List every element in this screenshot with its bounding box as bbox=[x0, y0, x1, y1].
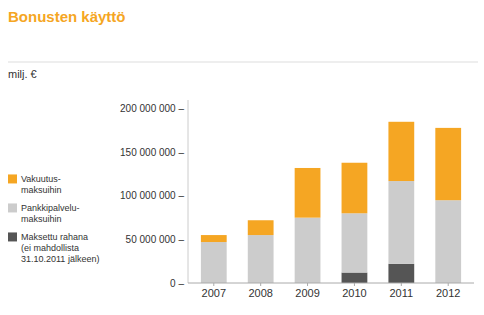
legend-label: Vakuutus-maksuihin bbox=[21, 174, 62, 195]
x-tick bbox=[401, 283, 402, 286]
bar-segment bbox=[342, 273, 368, 283]
legend-label-line: Pankkipalvelu- bbox=[21, 203, 80, 213]
legend-label-line: 31.10.2011 jälkeen) bbox=[21, 254, 99, 264]
x-tick-label: 2011 bbox=[389, 287, 413, 299]
legend-swatch bbox=[8, 203, 17, 212]
x-tick bbox=[260, 283, 261, 286]
y-axis-line bbox=[188, 100, 189, 283]
legend-label-line: Maksettu rahana bbox=[21, 232, 88, 242]
legend-label-line: maksuihin bbox=[21, 185, 62, 195]
bar-segment bbox=[342, 213, 368, 272]
y-axis-label: milj. € bbox=[8, 68, 37, 80]
bar-segment bbox=[342, 163, 368, 214]
y-tick-label: 100 000 000 – bbox=[120, 190, 184, 201]
bar-segment bbox=[248, 235, 274, 283]
title-rule bbox=[8, 62, 478, 63]
bar-segment bbox=[388, 264, 414, 283]
bar-segment bbox=[435, 200, 461, 283]
title: Bonusten käyttö bbox=[8, 8, 126, 25]
x-tick-label: 2007 bbox=[202, 287, 226, 299]
x-axis-line bbox=[188, 283, 474, 284]
y-tick-label: 150 000 000 – bbox=[120, 147, 184, 158]
y-tick-label: 50 000 000 – bbox=[126, 234, 185, 245]
bar-segment bbox=[248, 220, 274, 235]
x-tick-label: 2010 bbox=[342, 287, 366, 299]
bar-segment bbox=[388, 181, 414, 264]
legend-label-line: (ei mahdollista bbox=[21, 243, 79, 253]
x-tick bbox=[307, 283, 308, 286]
x-tick-label: 2008 bbox=[248, 287, 272, 299]
legend-swatch bbox=[8, 174, 17, 183]
legend-label: Pankkipalvelu-maksuihin bbox=[21, 203, 80, 224]
x-tick bbox=[448, 283, 449, 286]
legend-swatch bbox=[8, 232, 17, 241]
x-tick-label: 2009 bbox=[295, 287, 319, 299]
y-tick-label: 200 000 000 – bbox=[120, 103, 184, 114]
bar-segment bbox=[201, 235, 227, 242]
bar-segment bbox=[388, 122, 414, 181]
legend: Vakuutus-maksuihinPankkipalvelu-maksuihi… bbox=[8, 174, 99, 264]
bar-segment bbox=[201, 242, 227, 283]
x-tick bbox=[213, 283, 214, 286]
bar-segment bbox=[295, 218, 321, 283]
bar-segment bbox=[435, 128, 461, 200]
x-tick bbox=[354, 283, 355, 286]
legend-label-line: Vakuutus- bbox=[21, 174, 61, 184]
x-tick-label: 2012 bbox=[436, 287, 460, 299]
bar-segment bbox=[295, 168, 321, 218]
chart: Bonusten käyttö milj. € 0 – 50 000 000 – 100… bbox=[0, 0, 484, 315]
y-tick-label: 0 – bbox=[170, 278, 184, 289]
legend-label: Maksettu rahana(ei mahdollista31.10.2011… bbox=[21, 232, 99, 264]
legend-label-line: maksuihin bbox=[21, 214, 62, 224]
bars bbox=[201, 122, 461, 283]
